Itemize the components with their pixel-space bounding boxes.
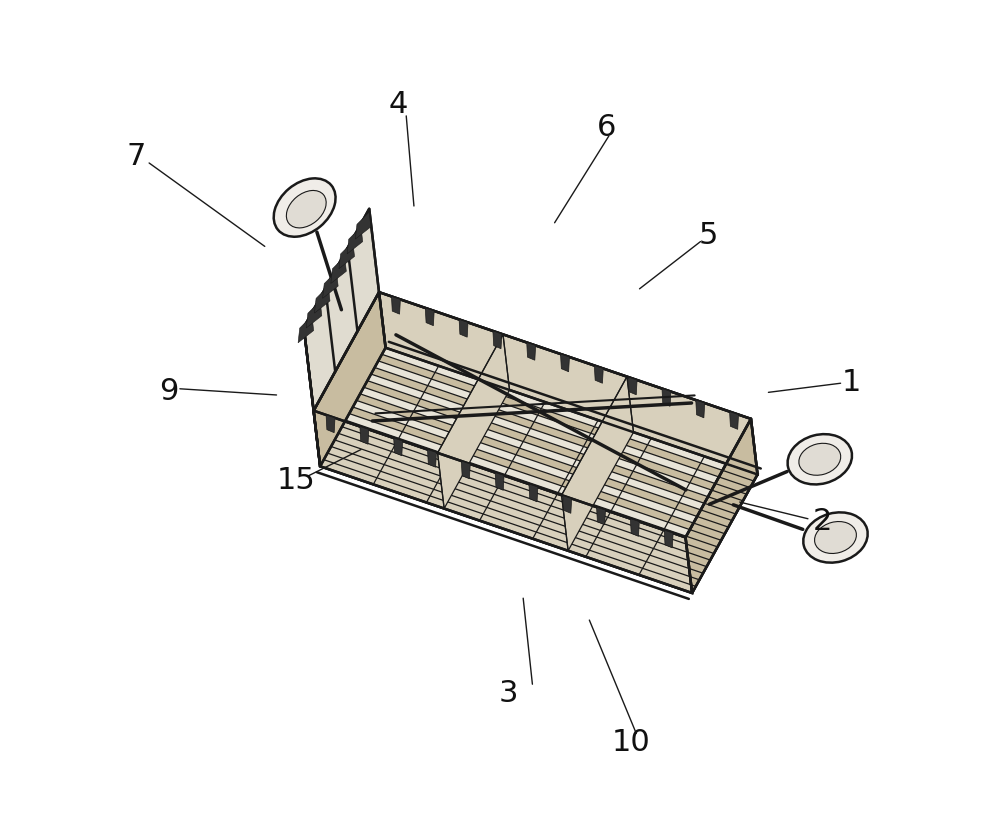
Polygon shape [425, 308, 434, 326]
Ellipse shape [274, 179, 336, 237]
Polygon shape [347, 227, 363, 253]
Polygon shape [597, 507, 605, 525]
Polygon shape [314, 286, 330, 313]
Polygon shape [562, 377, 634, 551]
Polygon shape [342, 421, 718, 553]
Polygon shape [355, 212, 371, 239]
Polygon shape [664, 530, 673, 548]
Text: 3: 3 [498, 679, 518, 708]
Polygon shape [331, 257, 346, 283]
Polygon shape [459, 319, 468, 337]
Ellipse shape [286, 190, 326, 228]
Ellipse shape [803, 513, 868, 563]
Polygon shape [461, 461, 470, 479]
Text: 15: 15 [276, 467, 315, 495]
Polygon shape [349, 407, 725, 540]
Polygon shape [563, 495, 572, 514]
Polygon shape [527, 342, 536, 360]
Text: 4: 4 [388, 91, 408, 119]
Polygon shape [326, 415, 335, 433]
Polygon shape [353, 401, 728, 533]
Polygon shape [495, 472, 504, 491]
Polygon shape [493, 331, 502, 349]
Polygon shape [382, 348, 757, 481]
Polygon shape [346, 414, 721, 546]
Polygon shape [696, 400, 705, 418]
Ellipse shape [788, 434, 852, 485]
Text: 6: 6 [597, 113, 616, 142]
Polygon shape [367, 374, 743, 507]
Polygon shape [630, 518, 639, 537]
Polygon shape [378, 355, 754, 487]
Polygon shape [304, 209, 379, 411]
Polygon shape [339, 242, 354, 268]
Text: 9: 9 [159, 377, 179, 406]
Polygon shape [428, 449, 436, 467]
Polygon shape [594, 365, 603, 384]
Polygon shape [320, 460, 696, 593]
Polygon shape [529, 484, 538, 502]
Polygon shape [327, 447, 703, 579]
Polygon shape [371, 368, 747, 500]
Ellipse shape [799, 444, 841, 475]
Text: 10: 10 [611, 728, 650, 757]
Polygon shape [730, 412, 739, 430]
Polygon shape [375, 361, 750, 494]
Polygon shape [306, 301, 322, 328]
Polygon shape [364, 381, 739, 514]
Ellipse shape [815, 522, 856, 554]
Polygon shape [298, 316, 314, 343]
Polygon shape [394, 438, 403, 456]
Text: 1: 1 [842, 369, 861, 398]
Polygon shape [662, 388, 671, 407]
Text: 7: 7 [127, 142, 146, 171]
Polygon shape [628, 377, 637, 395]
Polygon shape [338, 427, 714, 560]
Text: 5: 5 [699, 221, 718, 250]
Polygon shape [314, 292, 386, 467]
Polygon shape [331, 440, 707, 573]
Polygon shape [379, 292, 757, 474]
Polygon shape [561, 354, 569, 372]
Polygon shape [335, 434, 710, 566]
Polygon shape [360, 388, 736, 520]
Polygon shape [360, 426, 369, 444]
Polygon shape [686, 419, 757, 593]
Polygon shape [304, 328, 320, 467]
Polygon shape [314, 411, 692, 593]
Text: 2: 2 [813, 507, 833, 537]
Polygon shape [324, 453, 699, 587]
Polygon shape [391, 296, 400, 314]
Polygon shape [438, 334, 510, 509]
Polygon shape [356, 394, 732, 527]
Polygon shape [320, 348, 757, 593]
Polygon shape [323, 272, 338, 298]
